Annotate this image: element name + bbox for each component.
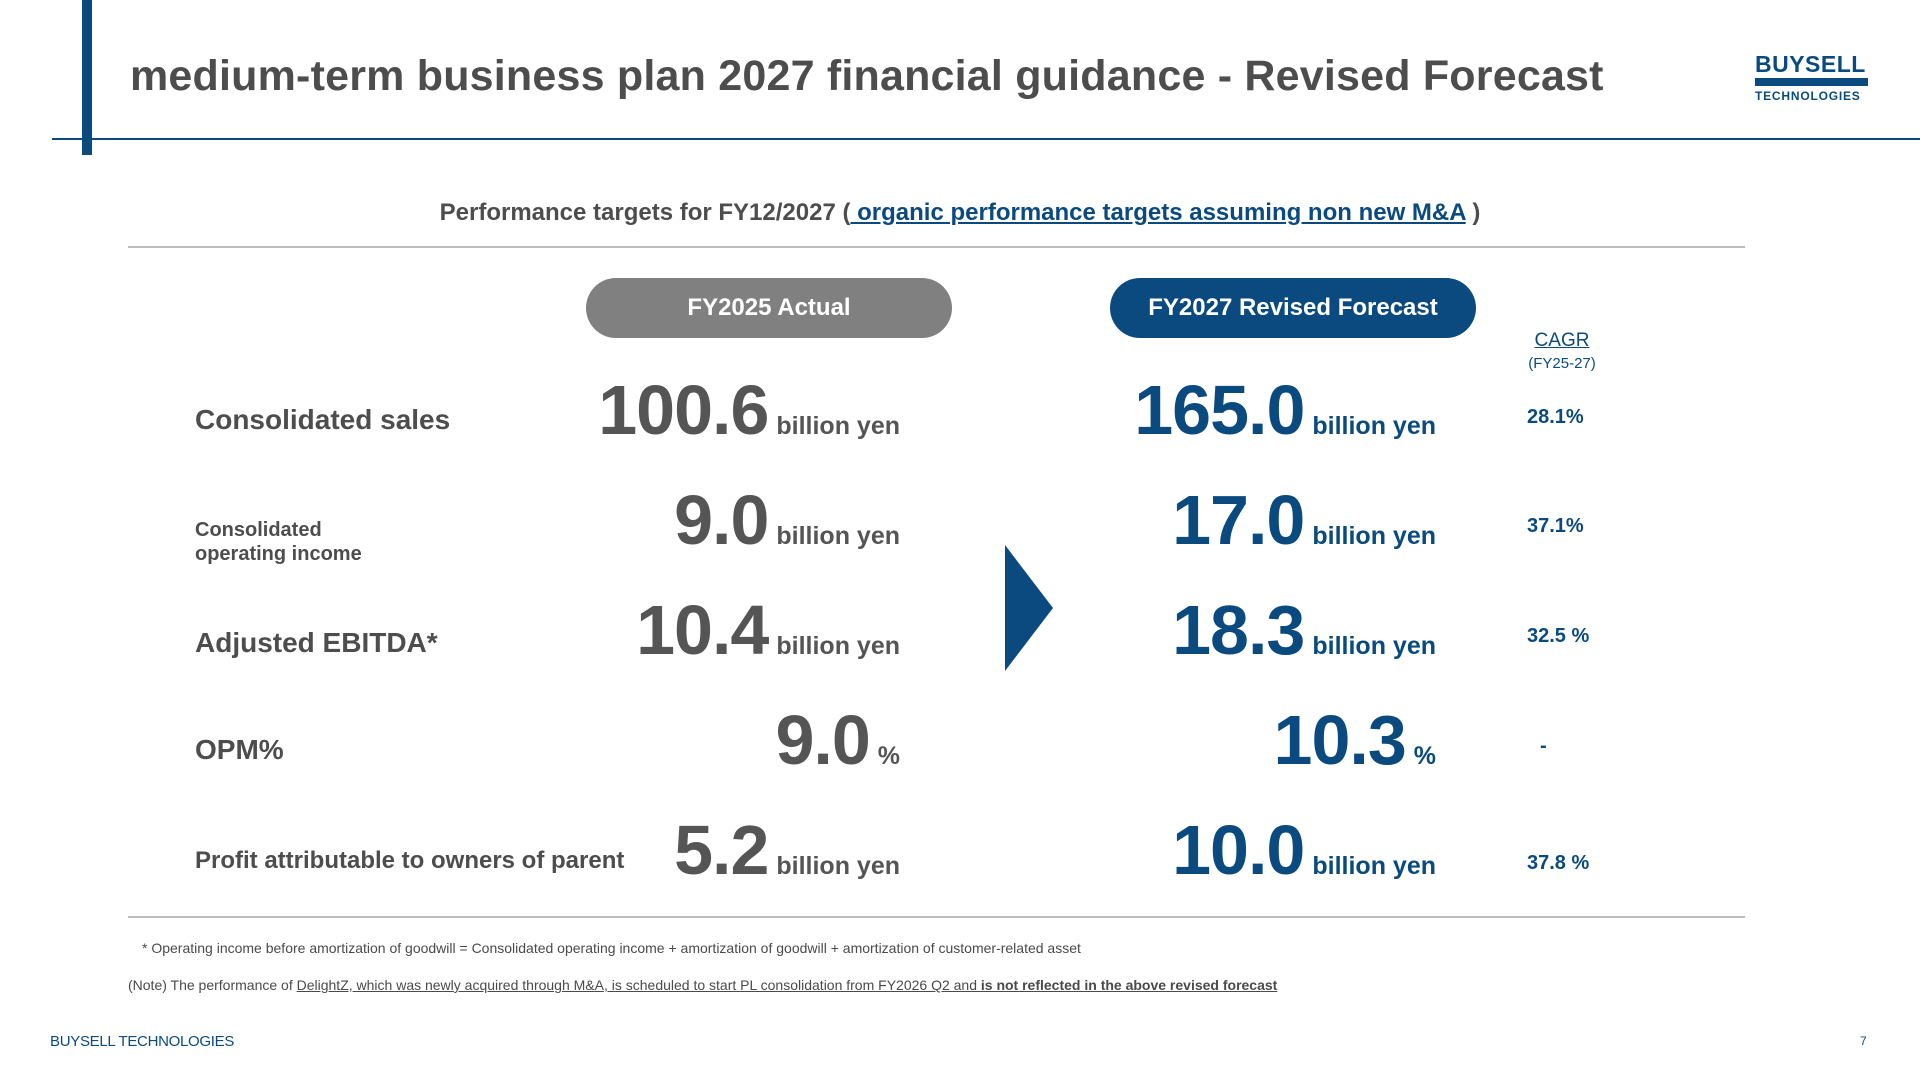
company-logo: BUYSELL TECHNOLOGIES xyxy=(1755,52,1868,103)
forecast-value-opm: 10.3% xyxy=(1274,700,1436,780)
value-unit: billion yen xyxy=(776,852,900,880)
actual-value-sales: 100.6 billion yen xyxy=(598,370,900,450)
logo-bar xyxy=(1755,78,1868,86)
value-unit: % xyxy=(1413,742,1436,770)
value-unit: billion yen xyxy=(1312,852,1436,880)
footnote-delightz: (Note) The performance of DelightZ, whic… xyxy=(128,977,1277,993)
row-label-operating-income: Consolidated operating income xyxy=(195,518,362,566)
actual-value-profit: 5.2 billion yen xyxy=(674,810,900,890)
value-number: 18.3 xyxy=(1172,591,1305,669)
row-label-consolidated-sales: Consolidated sales xyxy=(195,404,451,435)
section-subtitle: Performance targets for FY12/2027 ( orga… xyxy=(0,199,1920,227)
value-number: 5.2 xyxy=(674,811,769,889)
value-number: 10.0 xyxy=(1172,811,1305,889)
logo-subtext: TECHNOLOGIES xyxy=(1755,89,1861,103)
footnote-ebitda: * Operating income before amortization o… xyxy=(142,940,1081,956)
value-number: 9.0 xyxy=(674,481,769,559)
row-label-opm: OPM% xyxy=(195,734,284,765)
cagr-value-opm: - xyxy=(1540,735,1547,757)
row-label-line1: Consolidated xyxy=(195,519,322,541)
logo-wordmark: BUYSELL xyxy=(1755,51,1866,77)
subtitle-link[interactable]: organic performance targets assuming non… xyxy=(850,199,1466,226)
subtitle-prefix: Performance targets for FY12/2027 ( xyxy=(439,199,851,226)
column-header-forecast: FY2027 Revised Forecast xyxy=(1110,278,1476,338)
cagr-header: CAGR (FY25-27) xyxy=(1512,330,1612,372)
actual-value-opm: 9.0% xyxy=(775,700,900,780)
cagr-label: CAGR xyxy=(1534,330,1590,351)
table-bottom-rule xyxy=(128,916,1745,918)
cagr-value-profit: 37.8 % xyxy=(1527,852,1590,874)
title-accent-bar xyxy=(82,0,92,155)
forecast-value-profit: 10.0 billion yen xyxy=(1172,810,1436,890)
forecast-value-ebitda: 18.3 billion yen xyxy=(1172,590,1436,670)
chevron-right-icon xyxy=(1005,545,1053,671)
value-number: 100.6 xyxy=(598,371,769,449)
note-prefix: (Note) The performance of xyxy=(128,977,297,993)
forecast-value-sales: 165.0 billion yen xyxy=(1134,370,1436,450)
value-number: 10.3 xyxy=(1273,701,1407,779)
cagr-value-sales: 28.1% xyxy=(1527,406,1584,428)
value-number: 10.4 xyxy=(636,591,769,669)
value-unit: billion yen xyxy=(1312,412,1436,440)
cagr-value-operating-income: 37.1% xyxy=(1527,515,1584,537)
value-unit: billion yen xyxy=(776,632,900,660)
page-number: 7 xyxy=(1860,1034,1867,1048)
column-header-actual: FY2025 Actual xyxy=(586,278,952,338)
row-label-adjusted-ebitda: Adjusted EBITDA* xyxy=(195,627,438,658)
value-unit: billion yen xyxy=(776,412,900,440)
subtitle-suffix: ) xyxy=(1465,199,1481,226)
value-unit: billion yen xyxy=(1312,522,1436,550)
cagr-value-ebitda: 32.5 % xyxy=(1527,625,1590,647)
value-number: 165.0 xyxy=(1134,371,1305,449)
value-number: 9.0 xyxy=(775,701,870,779)
forecast-value-operating-income: 17.0 billion yen xyxy=(1172,480,1436,560)
value-unit: billion yen xyxy=(1312,632,1436,660)
value-unit: % xyxy=(877,742,900,770)
row-label-profit-attributable: Profit attributable to owners of parent xyxy=(195,847,625,874)
value-number: 17.0 xyxy=(1172,481,1305,559)
cagr-period: (FY25-27) xyxy=(1528,355,1596,372)
actual-value-operating-income: 9.0 billion yen xyxy=(674,480,900,560)
table-top-rule xyxy=(128,246,1745,248)
row-label-line2: operating income xyxy=(195,543,362,565)
actual-value-ebitda: 10.4 billion yen xyxy=(636,590,900,670)
note-bold: is not reflected in the above revised fo… xyxy=(980,977,1278,993)
value-unit: billion yen xyxy=(776,522,900,550)
footer-brand: BUYSELL TECHNOLOGIES xyxy=(50,1033,235,1050)
title-divider xyxy=(52,138,1920,140)
page-title: medium-term business plan 2027 financial… xyxy=(130,52,1604,100)
note-underlined: DelightZ, which was newly acquired throu… xyxy=(296,977,981,993)
